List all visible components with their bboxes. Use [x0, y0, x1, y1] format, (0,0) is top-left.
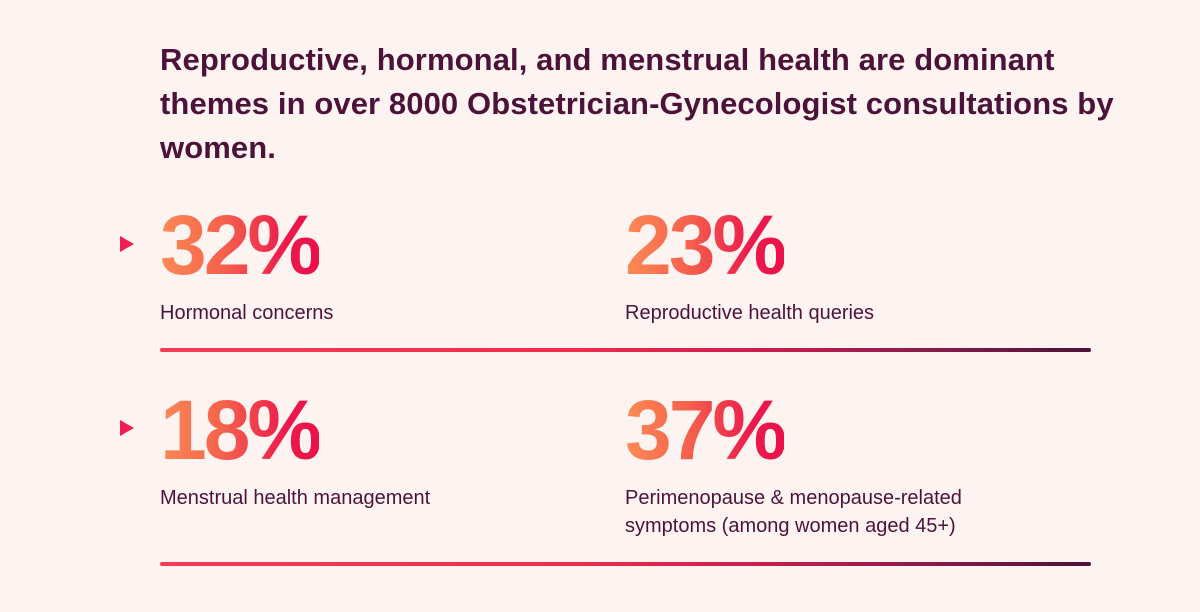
divider [160, 348, 1091, 352]
stat-value: 23% [625, 198, 787, 292]
stat-label: Menstrual health management [160, 487, 431, 509]
stat-value: 37% [625, 383, 787, 477]
stat-label: Hormonal concerns [160, 302, 334, 324]
headline: Reproductive, hormonal, and menstrual he… [160, 42, 1114, 165]
stat-menstrual: 18% Menstrual health management [160, 388, 430, 512]
stat-hormonal: 32% Hormonal concerns [160, 203, 333, 327]
stat-value: 32% [160, 198, 322, 292]
stat-menopause: 37% Perimenopause & menopause-related sy… [625, 388, 1025, 540]
stat-value: 18% [160, 383, 322, 477]
stat-label: Perimenopause & menopause-related sympto… [625, 487, 962, 537]
stat-label: Reproductive health queries [625, 302, 875, 324]
divider [160, 562, 1091, 566]
triangle-right-icon [120, 420, 134, 436]
triangle-right-icon [120, 236, 134, 252]
stat-reproductive: 23% Reproductive health queries [625, 203, 874, 327]
